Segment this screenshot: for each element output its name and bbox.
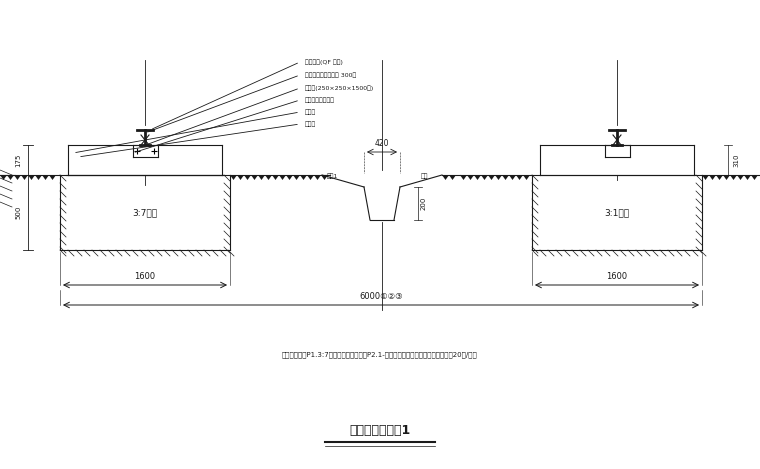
Polygon shape (460, 175, 467, 180)
Polygon shape (716, 175, 723, 180)
Polygon shape (702, 175, 709, 180)
Polygon shape (279, 175, 286, 180)
Polygon shape (474, 175, 481, 180)
Polygon shape (28, 175, 35, 180)
Polygon shape (35, 175, 42, 180)
Polygon shape (744, 175, 751, 180)
Text: 坡度1: 坡度1 (326, 174, 337, 179)
Polygon shape (244, 175, 251, 180)
Polygon shape (751, 175, 758, 180)
Polygon shape (481, 175, 488, 180)
Polygon shape (467, 175, 474, 180)
Polygon shape (14, 175, 21, 180)
Text: 1600: 1600 (135, 272, 156, 281)
Polygon shape (42, 175, 49, 180)
Text: 工字钉块尺寸及数量 300根: 工字钉块尺寸及数量 300根 (305, 72, 356, 78)
Text: 轨道型号(QF 型号): 轨道型号(QF 型号) (305, 59, 343, 65)
Polygon shape (307, 175, 314, 180)
Text: 在基底海特刀压实: 在基底海特刀压实 (305, 97, 335, 103)
Polygon shape (293, 175, 300, 180)
Text: 1600: 1600 (606, 272, 628, 281)
Polygon shape (314, 175, 321, 180)
Text: 200: 200 (421, 197, 427, 210)
Polygon shape (502, 175, 509, 180)
Polygon shape (730, 175, 737, 180)
Text: 坡度: 坡度 (420, 174, 428, 179)
Polygon shape (21, 175, 28, 180)
Text: 混凝土: 混凝土 (305, 121, 316, 127)
Polygon shape (495, 175, 502, 180)
Polygon shape (251, 175, 258, 180)
Text: 175: 175 (15, 153, 21, 166)
Polygon shape (509, 175, 516, 180)
Text: 310: 310 (733, 153, 739, 167)
Polygon shape (7, 175, 14, 180)
Polygon shape (230, 175, 237, 180)
Polygon shape (516, 175, 523, 180)
Polygon shape (449, 175, 456, 180)
Polygon shape (523, 175, 530, 180)
Polygon shape (258, 175, 265, 180)
Polygon shape (0, 175, 7, 180)
Polygon shape (488, 175, 495, 180)
Polygon shape (49, 175, 56, 180)
Polygon shape (265, 175, 272, 180)
Text: 3:1灰土: 3:1灰土 (604, 208, 629, 217)
Text: 420: 420 (375, 139, 389, 148)
Text: 6000①②③: 6000①②③ (359, 292, 403, 301)
Polygon shape (709, 175, 716, 180)
Polygon shape (272, 175, 279, 180)
Polygon shape (737, 175, 744, 180)
Text: 塔吐轨道基础图1: 塔吐轨道基础图1 (350, 424, 410, 437)
Text: 规格齐(250×250×1500根): 规格齐(250×250×1500根) (305, 85, 374, 91)
Polygon shape (321, 175, 328, 180)
Polygon shape (442, 175, 449, 180)
Text: 蓄水层: 蓄水层 (305, 109, 316, 115)
Text: 备注事项：、P1.3:7灰土分层回填压实、P2.1-层层素土回填压实，压实系数不小于20次/平方: 备注事项：、P1.3:7灰土分层回填压实、P2.1-层层素土回填压实，压实系数不… (282, 352, 478, 358)
Polygon shape (237, 175, 244, 180)
Text: 3:7灰土: 3:7灰土 (132, 208, 157, 217)
Text: 500: 500 (15, 206, 21, 219)
Polygon shape (300, 175, 307, 180)
Polygon shape (286, 175, 293, 180)
Polygon shape (723, 175, 730, 180)
